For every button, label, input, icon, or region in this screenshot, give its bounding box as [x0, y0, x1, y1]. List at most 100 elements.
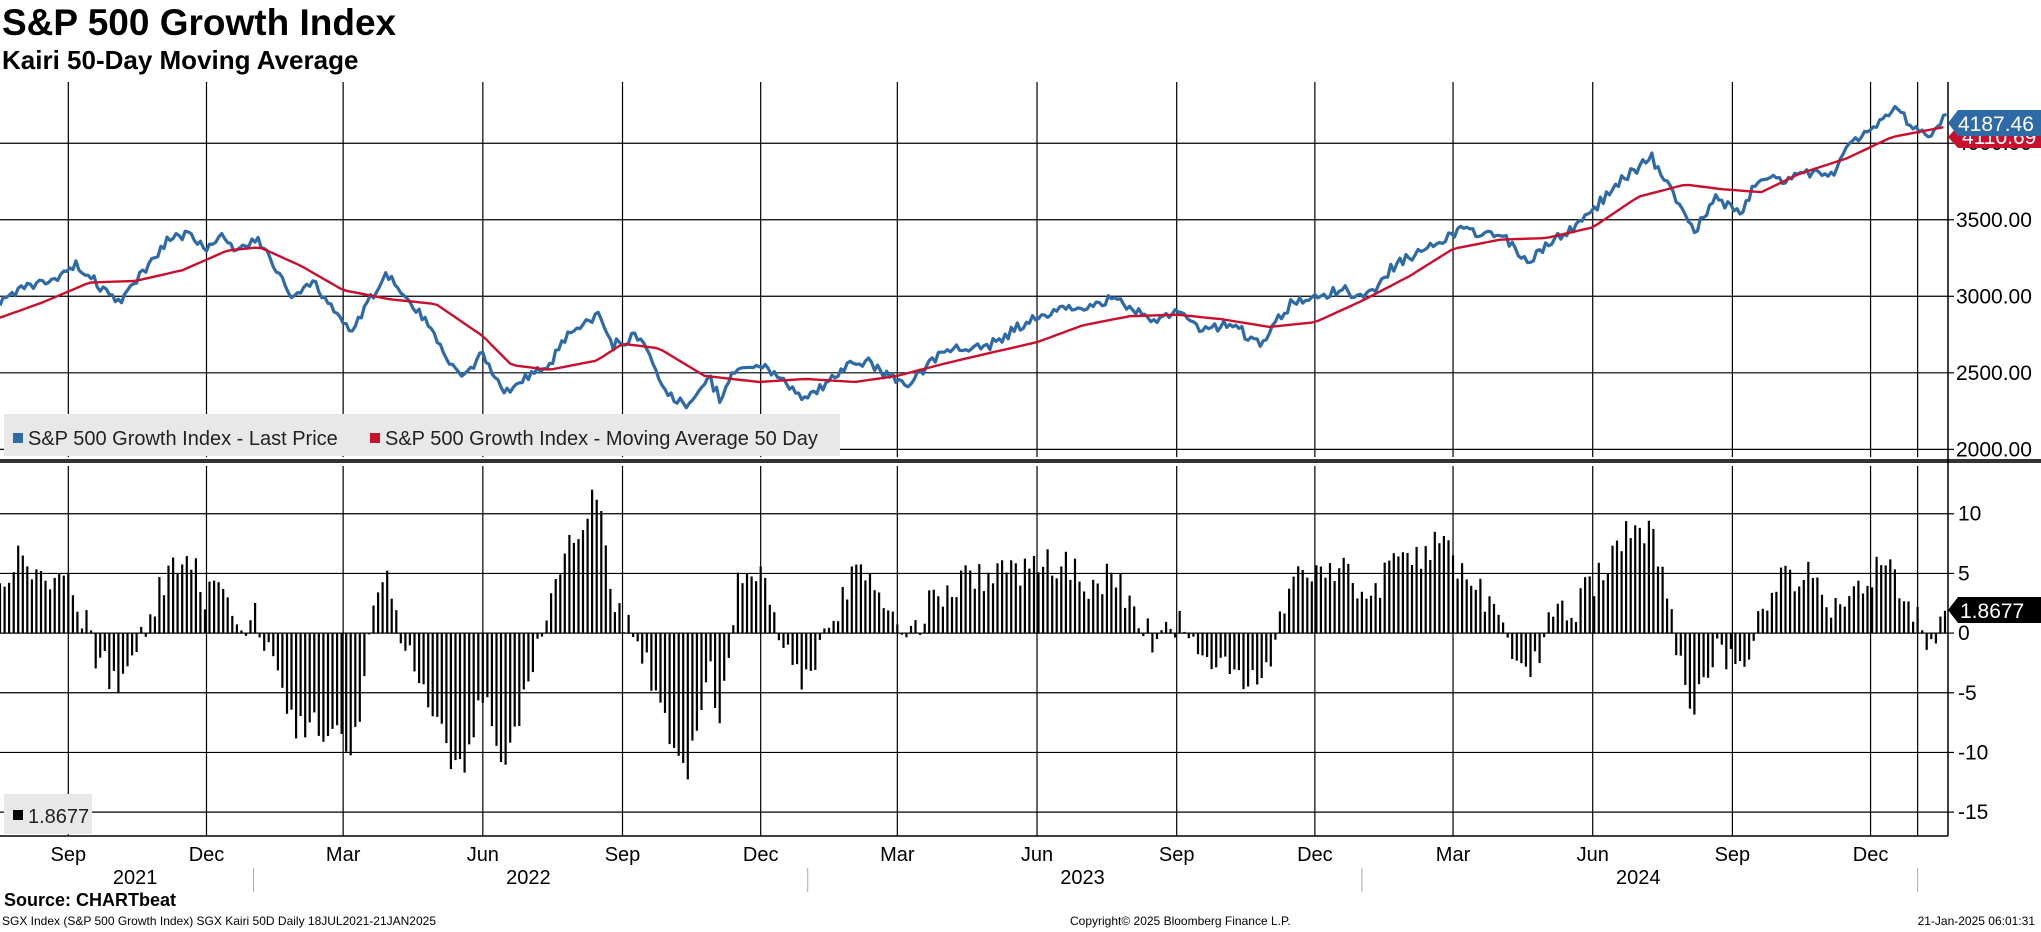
kairi-bar — [295, 633, 298, 739]
kairi-bar — [1096, 583, 1099, 634]
kairi-bar — [1356, 598, 1359, 634]
kairi-bar — [117, 633, 120, 693]
kairi-bar — [1502, 622, 1505, 634]
kairi-bar — [254, 602, 257, 634]
kairi-bars — [0, 489, 1947, 780]
kairi-bar — [395, 610, 398, 634]
kairi-bar — [203, 609, 207, 634]
price-legend-box — [4, 414, 840, 456]
kairi-bar — [1069, 579, 1072, 634]
kairi-bar — [1866, 585, 1869, 634]
x-tick-label-year: 2022 — [506, 867, 551, 889]
kairi-bar — [1488, 596, 1491, 634]
price-last-value-tag — [1948, 110, 2041, 136]
kairi-bar — [622, 632, 626, 634]
kairi-bar — [1533, 633, 1537, 652]
kairi-bar — [987, 572, 990, 634]
kairi-bar — [960, 570, 963, 634]
kairi-bar — [1506, 633, 1509, 638]
kairi-bar — [773, 612, 776, 634]
kairi-bar — [686, 633, 689, 780]
kairi-bar — [1757, 611, 1760, 634]
kairi-bar — [764, 577, 767, 634]
kairi-bar — [1716, 633, 1719, 639]
kairi-bar — [1625, 521, 1628, 634]
kairi-bar — [1283, 613, 1286, 634]
kairi-bar — [167, 565, 170, 634]
kairi-bar — [322, 633, 325, 742]
kairi-bar — [354, 633, 357, 727]
kairi-bar — [586, 518, 589, 634]
kairi-bar — [131, 633, 134, 656]
kairi-bar — [1165, 621, 1168, 634]
kairi-bar — [358, 633, 361, 722]
kairi-bar — [1151, 633, 1154, 653]
kairi-bar — [905, 633, 908, 638]
kairi-bar — [217, 582, 220, 634]
kairi-bar — [704, 633, 708, 683]
kairi-bar — [1707, 633, 1710, 678]
kairi-bar — [1848, 596, 1851, 634]
kairi-bar — [1365, 598, 1368, 634]
kairi-bar — [304, 633, 307, 738]
kairi-bar — [272, 633, 275, 657]
kairi-bar — [413, 633, 416, 672]
kairi-bar — [1392, 553, 1395, 634]
kairi-bar — [308, 633, 311, 723]
kairi-bar — [349, 633, 352, 756]
kairi-bar — [235, 624, 238, 634]
kairi-bar — [1187, 633, 1190, 639]
kairi-bar — [49, 589, 52, 634]
kairi-bar — [199, 592, 202, 633]
kairi-bar — [1656, 566, 1660, 634]
kairi-bar — [1342, 557, 1345, 634]
kairi-bar — [1119, 573, 1122, 634]
kairi-bar — [609, 588, 612, 634]
kairi-bar — [1438, 543, 1441, 634]
kairi-bar — [718, 633, 721, 724]
x-tick-label-month: Dec — [189, 844, 225, 866]
kairi-ytick-label: 10 — [1958, 503, 1981, 526]
kairi-bar — [1515, 633, 1518, 661]
kairi-bar — [226, 597, 229, 634]
x-tick-label-month: Dec — [743, 844, 779, 866]
kairi-bar — [21, 555, 24, 634]
kairi-bar — [1547, 612, 1550, 634]
kairi-bar — [1424, 546, 1427, 634]
kairi-bar — [1620, 551, 1623, 634]
kairi-bar — [8, 582, 11, 634]
axes: Sep Dec Mar Jun Sep Dec Mar Jun Sep Dec Mar Jun Sep D… — [0, 82, 2041, 892]
kairi-bar — [1693, 633, 1696, 715]
kairi-bar — [682, 633, 685, 763]
kairi-bar — [550, 593, 553, 634]
kairi-bar — [759, 566, 762, 634]
kairi-bar — [855, 564, 858, 634]
kairi-bar — [937, 596, 940, 634]
kairi-bar — [540, 633, 544, 637]
x-tick-label-month: Mar — [880, 844, 915, 866]
kairi-bar — [964, 565, 967, 634]
kairi-bar — [1146, 618, 1149, 634]
kairi-bar — [1725, 633, 1728, 670]
kairi-bar — [185, 556, 188, 634]
kairi-bar — [1584, 577, 1587, 634]
legend-label-last-price: S&P 500 Growth Index - Last Price — [28, 428, 338, 450]
kairi-bar — [422, 633, 425, 685]
kairi-bar — [864, 580, 867, 634]
kairi-bar — [1032, 555, 1036, 634]
kairi-bar — [67, 572, 70, 634]
kairi-bar — [162, 595, 166, 634]
kairi-bar — [1775, 591, 1778, 634]
kairi-bar — [1251, 633, 1254, 670]
kairi-bar — [554, 579, 557, 634]
kairi-bar — [882, 608, 885, 634]
kairi-bar — [1492, 603, 1496, 634]
kairi-bar — [1770, 592, 1773, 634]
kairi-bar — [823, 628, 826, 634]
kairi-bar — [390, 598, 393, 634]
kairi-bar — [1451, 555, 1455, 634]
kairi-bar — [1315, 565, 1318, 634]
kairi-bar — [1688, 633, 1691, 709]
kairi-bar — [1634, 525, 1637, 634]
kairi-bar — [1734, 633, 1737, 664]
